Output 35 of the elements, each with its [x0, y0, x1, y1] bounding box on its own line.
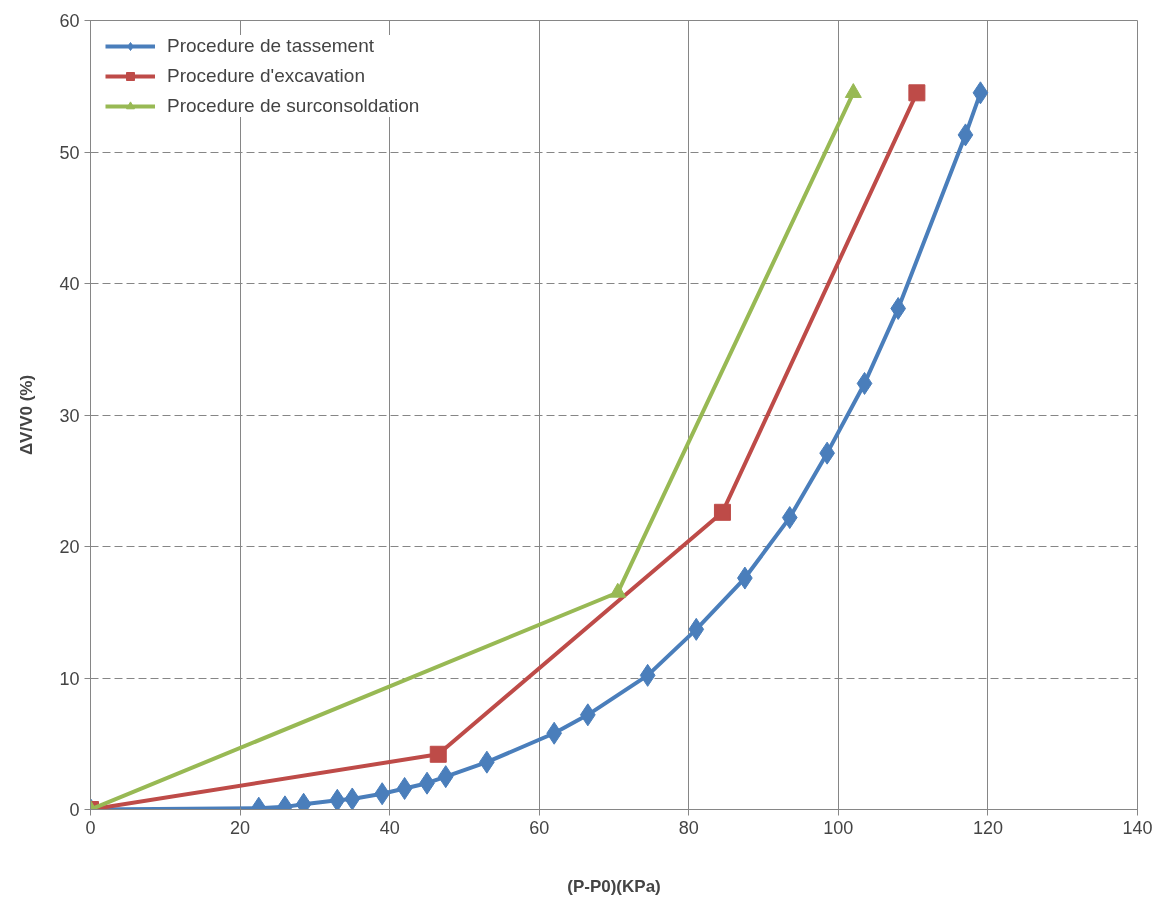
x-tick-label: 0 — [85, 817, 96, 838]
point — [579, 703, 596, 727]
x-tick-label: 140 — [1122, 817, 1153, 838]
y-tick-label: 60 — [59, 11, 80, 31]
x-tick-label: 120 — [972, 817, 1003, 838]
point — [639, 663, 656, 687]
x-tick-label: 60 — [529, 817, 550, 838]
point — [890, 296, 907, 320]
point — [344, 787, 361, 810]
point — [688, 617, 705, 641]
legend-label: Procedure d'excavation — [167, 65, 365, 87]
y-tick-label: 50 — [59, 142, 80, 163]
y-tick-label: 40 — [59, 274, 80, 294]
x-tick-label: 80 — [678, 817, 699, 838]
legend-label: Procedure de tassement — [167, 35, 375, 57]
point — [957, 123, 974, 147]
point — [429, 745, 447, 763]
point — [908, 84, 926, 102]
point — [781, 506, 798, 530]
point — [713, 503, 731, 521]
y-axis-title: ΔV/V0 (%) — [17, 374, 37, 456]
y-tick-label: 0 — [69, 800, 80, 820]
point — [437, 765, 454, 789]
point — [856, 371, 873, 395]
y-tick-label: 20 — [59, 537, 80, 557]
x-axis-title: (P-P0)(KPa) — [567, 876, 661, 896]
legend-label: Procedure de surconsoldation — [167, 95, 420, 117]
y-tick-label: 10 — [59, 668, 80, 689]
point — [329, 788, 346, 810]
point — [396, 776, 413, 800]
y-tick-label: 30 — [59, 405, 80, 426]
x-tick-label: 100 — [823, 817, 854, 838]
x-tick-label: 20 — [230, 817, 251, 838]
point — [972, 81, 989, 105]
x-tick-label: 40 — [379, 817, 400, 838]
